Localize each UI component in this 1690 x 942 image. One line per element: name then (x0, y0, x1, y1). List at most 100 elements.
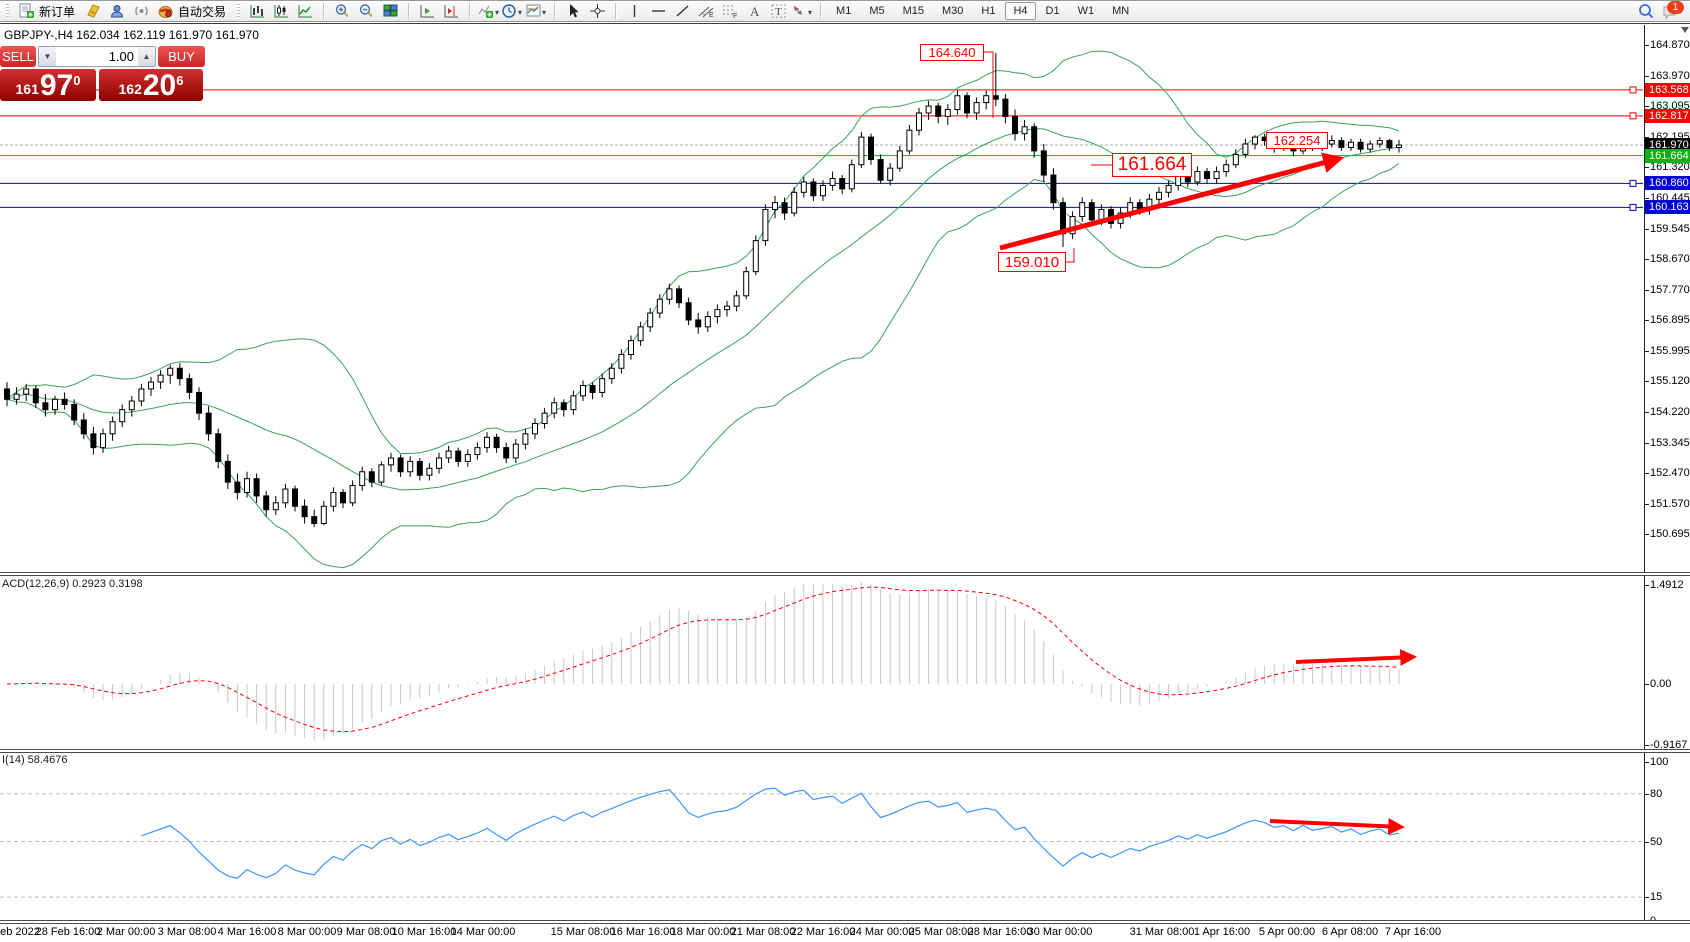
vertical-line-icon[interactable] (622, 2, 646, 21)
timeframe-m5[interactable]: M5 (869, 5, 885, 17)
zoom-in-icon[interactable] (330, 2, 354, 21)
line-handle[interactable] (1629, 203, 1637, 211)
price-annotation[interactable]: 162.254 (1266, 132, 1328, 149)
timeframe-m30[interactable]: M30 (942, 5, 964, 17)
equidistant-channel-icon[interactable]: E (694, 2, 718, 21)
bollinger-middle-band[interactable] (6, 127, 1400, 491)
tile-windows-icon[interactable] (378, 2, 402, 21)
notifications-icon[interactable]: 1 (1658, 1, 1684, 21)
svg-text:▾: ▾ (495, 8, 499, 17)
candle-body (762, 209, 769, 242)
candle-body (512, 443, 519, 459)
candle-body (1040, 150, 1047, 176)
price-annotation[interactable]: 164.640 (920, 44, 984, 61)
indicators-icon[interactable]: ▾ (476, 2, 500, 21)
timeframe-m1[interactable]: M1 (836, 5, 852, 17)
fibonacci-icon[interactable]: F (718, 2, 742, 21)
line-chart-icon[interactable] (293, 2, 317, 21)
metaeditor-icon[interactable] (81, 2, 105, 21)
candle-body (1348, 141, 1354, 148)
chart-shift-icon[interactable] (439, 2, 463, 21)
trend-arrow[interactable] (1269, 818, 1406, 835)
arrows-icon[interactable]: ▾ (790, 2, 814, 21)
line-handle[interactable] (1629, 86, 1637, 94)
search-icon[interactable] (1634, 2, 1658, 21)
trend-arrow[interactable] (1295, 649, 1418, 666)
line-handle[interactable] (1629, 179, 1637, 187)
crosshair-icon[interactable] (585, 2, 609, 21)
timeframe-mn[interactable]: MN (1112, 5, 1130, 17)
pane-separator[interactable] (0, 572, 1690, 576)
price-annotation[interactable]: 161.664 (1112, 153, 1192, 177)
line-handle[interactable] (1629, 112, 1637, 120)
time-axis-label: 22 Mar 16:00 (790, 926, 856, 938)
toolbar-grip[interactable] (237, 4, 241, 18)
volume-increase-button[interactable]: ▲ (138, 47, 155, 66)
trendline-icon[interactable] (670, 2, 694, 21)
trend-arrow[interactable] (999, 152, 1345, 251)
timeframe-h1[interactable]: H1 (981, 5, 996, 17)
pane-separator (0, 920, 1690, 924)
candle-body (1367, 143, 1374, 150)
buy-price-big: 20 (142, 69, 177, 102)
rsi-indicator-label: I(14) 58.4676 (2, 754, 68, 766)
time-axis-label: 14 Mar 00:00 (450, 926, 516, 938)
toolbar-grip[interactable] (6, 4, 9, 18)
rsi-axis-label: 50 (1650, 835, 1663, 848)
candle-body (599, 378, 606, 393)
candle-body (397, 457, 404, 473)
periods-icon[interactable]: ▾ (500, 2, 524, 21)
bollinger-upper-band[interactable] (6, 50, 1400, 454)
bollinger-lower-band[interactable] (6, 162, 1400, 569)
candle-body (464, 454, 471, 462)
chart-title: GBPJPY-,H4 162.034 162.119 161.970 161.9… (4, 28, 259, 42)
price-annotation[interactable]: 159.010 (998, 252, 1066, 272)
templates-icon[interactable]: ▾ (524, 2, 548, 21)
candle-body (1079, 202, 1086, 217)
candle-body (119, 409, 126, 423)
candle-body (282, 488, 289, 504)
candle-body (234, 481, 241, 493)
buy-button[interactable]: BUY (158, 46, 205, 67)
new-order-label[interactable]: 新订单 (39, 4, 76, 19)
autotrading-icon[interactable] (153, 2, 177, 21)
text-label-icon[interactable]: T (766, 2, 790, 21)
pane-separator[interactable] (0, 749, 1690, 753)
zoom-out-icon[interactable] (354, 2, 378, 21)
autotrading-label[interactable]: 自动交易 (178, 4, 227, 19)
candle-body (493, 436, 500, 449)
horizontal-line-icon[interactable] (646, 2, 670, 21)
toolbar-overflow-icon[interactable] (1681, 27, 1689, 33)
text-icon[interactable]: A (742, 2, 766, 21)
timeframe-h4[interactable]: H4 (1005, 2, 1036, 20)
time-axis-label: 31 Mar 08:00 (1129, 926, 1195, 938)
auto-scroll-icon[interactable] (415, 2, 439, 21)
cursor-icon[interactable] (561, 2, 585, 21)
candlestick-icon[interactable] (269, 2, 293, 21)
candle-body (618, 353, 625, 369)
bar-chart-icon[interactable] (245, 2, 269, 21)
profile-icon[interactable] (105, 2, 129, 21)
price-axis-label: 155.120 (1650, 375, 1690, 388)
sell-button[interactable]: SELL (0, 46, 36, 67)
sell-price-tile[interactable]: 161 97 0 (0, 69, 96, 101)
candle-body (541, 412, 548, 424)
buy-price-pip: 6 (176, 73, 184, 88)
candle-body (1223, 164, 1230, 173)
axis-tick (1644, 258, 1649, 260)
candle-body (80, 419, 87, 435)
timeframe-d1[interactable]: D1 (1045, 5, 1060, 17)
candle-body (272, 502, 279, 511)
timeframe-m15[interactable]: M15 (902, 5, 924, 17)
volume-decrease-button[interactable]: ▼ (39, 47, 56, 66)
axis-tick (1644, 841, 1649, 843)
price-axis-label: 164.870 (1650, 39, 1690, 51)
new-order-icon[interactable] (14, 2, 38, 21)
timeframe-w1[interactable]: W1 (1077, 5, 1095, 17)
volume-input[interactable] (56, 47, 138, 66)
buy-price-tile[interactable]: 162 20 6 (99, 69, 203, 101)
time-axis-label: 1 Apr 16:00 (1193, 926, 1251, 938)
candle-body (551, 402, 558, 414)
signals-icon[interactable] (129, 2, 153, 21)
